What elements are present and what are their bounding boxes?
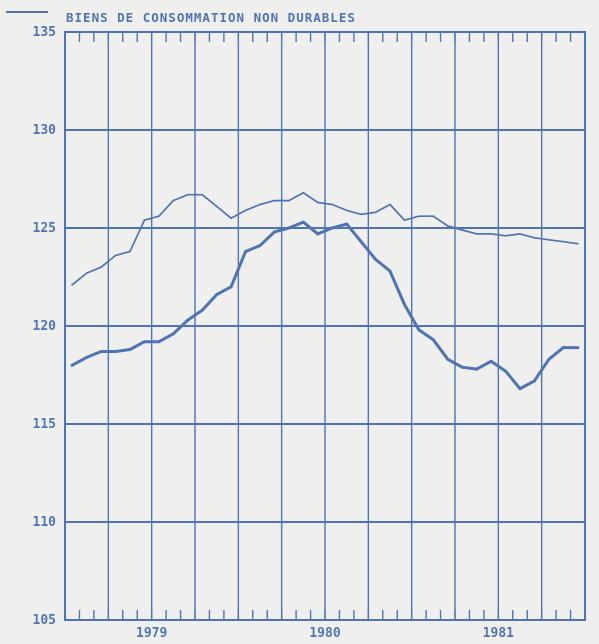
series-1-point xyxy=(418,215,420,218)
y-tick-label: 135 xyxy=(33,25,56,40)
series-2-point xyxy=(287,226,291,230)
series-1-point xyxy=(432,215,435,218)
series-1-point xyxy=(475,233,478,235)
series-2-point xyxy=(70,363,74,367)
series-1-line xyxy=(71,191,579,286)
series-2-point xyxy=(532,379,536,383)
series-1-point xyxy=(288,199,290,202)
x-axis-labels: 1979 1980 1981 xyxy=(136,626,514,641)
series-1-point xyxy=(230,217,232,220)
series-1-point xyxy=(374,211,377,214)
series-2-point xyxy=(431,338,435,342)
series-1-point xyxy=(302,191,305,194)
series-2-point xyxy=(330,226,334,230)
series-1-point xyxy=(331,203,334,206)
series-1-point xyxy=(562,240,565,243)
series-2-point xyxy=(215,293,219,297)
series-1-point xyxy=(143,219,146,222)
series-1-point xyxy=(446,225,449,227)
series-1-point xyxy=(244,209,247,212)
series-2-point xyxy=(460,365,464,369)
series-2-point xyxy=(301,220,305,224)
y-tick-label: 115 xyxy=(33,417,56,432)
y-tick-label: 120 xyxy=(33,319,57,334)
series-1 xyxy=(71,191,579,286)
series-layer xyxy=(70,191,580,391)
series-1-point xyxy=(71,283,74,286)
series-2 xyxy=(70,220,580,391)
series-1-point xyxy=(461,229,464,231)
series-1-point xyxy=(504,234,507,237)
grid xyxy=(64,31,586,621)
series-2-point xyxy=(475,367,479,371)
series-1-point xyxy=(548,238,550,241)
series-1-point xyxy=(186,193,189,196)
series-1-point xyxy=(490,233,492,235)
series-1-point xyxy=(533,236,536,239)
series-2-point xyxy=(518,387,522,391)
x-tick-label: 1980 xyxy=(309,626,340,641)
series-2-point xyxy=(171,332,175,336)
y-tick-label: 105 xyxy=(33,613,56,628)
series-1-point xyxy=(576,242,579,245)
series-2-point xyxy=(244,250,248,253)
series-2-point xyxy=(359,240,363,244)
y-tick-label: 125 xyxy=(33,221,56,236)
series-1-point xyxy=(389,203,391,206)
series-2-point xyxy=(85,355,89,359)
series-2-point xyxy=(446,357,450,361)
series-1-point xyxy=(100,266,102,269)
y-tick-label: 110 xyxy=(33,515,57,530)
series-2-point xyxy=(374,257,378,261)
x-tick-label: 1981 xyxy=(483,626,514,641)
series-2-point xyxy=(99,350,103,353)
series-2-point xyxy=(402,302,406,306)
series-1-point xyxy=(172,199,175,202)
series-1-point xyxy=(259,203,261,206)
series-1-point xyxy=(85,272,88,274)
series-2-point xyxy=(561,346,565,350)
series-1-point xyxy=(316,201,319,204)
series-2-point xyxy=(114,350,118,353)
series-1-point xyxy=(345,209,348,212)
series-2-point xyxy=(345,222,349,226)
series-1-point xyxy=(519,233,521,235)
series-2-point xyxy=(258,244,262,248)
series-1-point xyxy=(201,193,204,196)
series-2-point xyxy=(316,232,320,236)
series-2-point xyxy=(142,340,146,344)
series-2-point xyxy=(576,346,580,350)
series-2-point xyxy=(200,308,204,312)
series-2-point xyxy=(157,340,161,344)
x-tick-label: 1979 xyxy=(136,626,167,641)
series-1-point xyxy=(360,213,362,216)
series-2-point xyxy=(128,348,132,351)
series-2-point xyxy=(504,369,508,373)
series-2-point xyxy=(186,318,190,322)
series-2-point xyxy=(272,230,276,234)
series-2-point xyxy=(229,285,233,289)
series-2-point xyxy=(388,269,392,273)
y-axis-labels: 105 110 115 120 125 130 135 xyxy=(33,25,57,628)
series-2-point xyxy=(489,359,493,363)
series-1-point xyxy=(114,254,117,257)
series-1-point xyxy=(403,219,406,222)
series-2-point xyxy=(417,328,421,332)
series-1-point xyxy=(158,215,160,218)
chart-title: BIENS DE CONSOMMATION NON DURABLES xyxy=(66,10,356,25)
series-1-point xyxy=(215,205,218,208)
y-tick-label: 130 xyxy=(33,123,57,138)
series-1-point xyxy=(129,250,131,253)
series-1-point xyxy=(273,199,276,202)
series-2-line xyxy=(70,220,580,391)
series-2-point xyxy=(547,357,551,361)
